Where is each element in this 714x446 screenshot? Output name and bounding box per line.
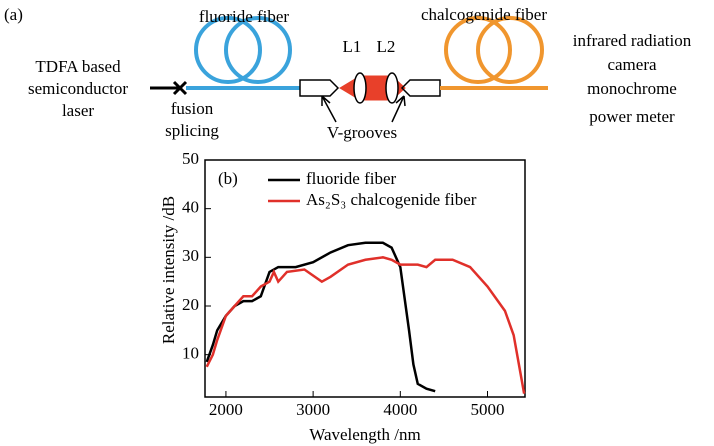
groove-label: V-grooves — [327, 123, 397, 142]
y-tick-label: 30 — [182, 246, 199, 265]
fluoride-coil — [224, 16, 292, 84]
plot-frame — [204, 159, 526, 398]
legend-label: As₂S₃ chalcogenide fiber — [306, 190, 477, 209]
y-tick-label: 40 — [182, 198, 199, 217]
connector — [400, 79, 441, 97]
arrow — [391, 95, 406, 123]
chalcogenide-coil — [444, 16, 512, 84]
panel-label: (a) — [4, 5, 23, 24]
splice-mark — [172, 80, 188, 96]
lens — [385, 72, 399, 104]
detector-label: power meter — [589, 107, 675, 126]
detector-label: monochrome — [587, 79, 677, 98]
fluoride-coil — [194, 16, 262, 84]
detector-label: camera — [607, 55, 657, 74]
fiber-label: fluoride fiber — [199, 7, 289, 26]
lens-label: L2 — [377, 37, 396, 56]
fiber-label: chalcogenide fiber — [421, 5, 547, 24]
splice-label: splicing — [165, 121, 219, 140]
y-tick-label: 10 — [182, 344, 199, 363]
detector-label: infrared radiation — [573, 31, 692, 50]
x-tick-label: 3000 — [296, 400, 330, 419]
y-tick-label: 50 — [182, 149, 199, 168]
x-tick-label: 4000 — [383, 400, 417, 419]
chalcogenide-coil — [476, 16, 544, 84]
x-tick-label: 5000 — [471, 400, 505, 419]
x-tick-label: 2000 — [209, 400, 243, 419]
connector — [299, 79, 340, 97]
source-label: TDFA based — [35, 57, 121, 76]
splice-label: fusion — [171, 99, 214, 118]
lens-label: L1 — [343, 37, 362, 56]
legend-label: fluoride fiber — [306, 169, 396, 188]
y-tick-label: 20 — [182, 295, 199, 314]
x-axis-label: Wavelength /nm — [309, 425, 420, 444]
setup-diagram — [150, 16, 548, 123]
source-label: laser — [62, 101, 94, 120]
source-label: semiconductor — [28, 79, 128, 98]
lens — [353, 72, 367, 104]
series-line — [205, 256, 526, 394]
y-axis-label: Relative intensity /dB — [159, 196, 178, 344]
panel-label: (b) — [218, 169, 238, 188]
arrow — [321, 95, 337, 123]
